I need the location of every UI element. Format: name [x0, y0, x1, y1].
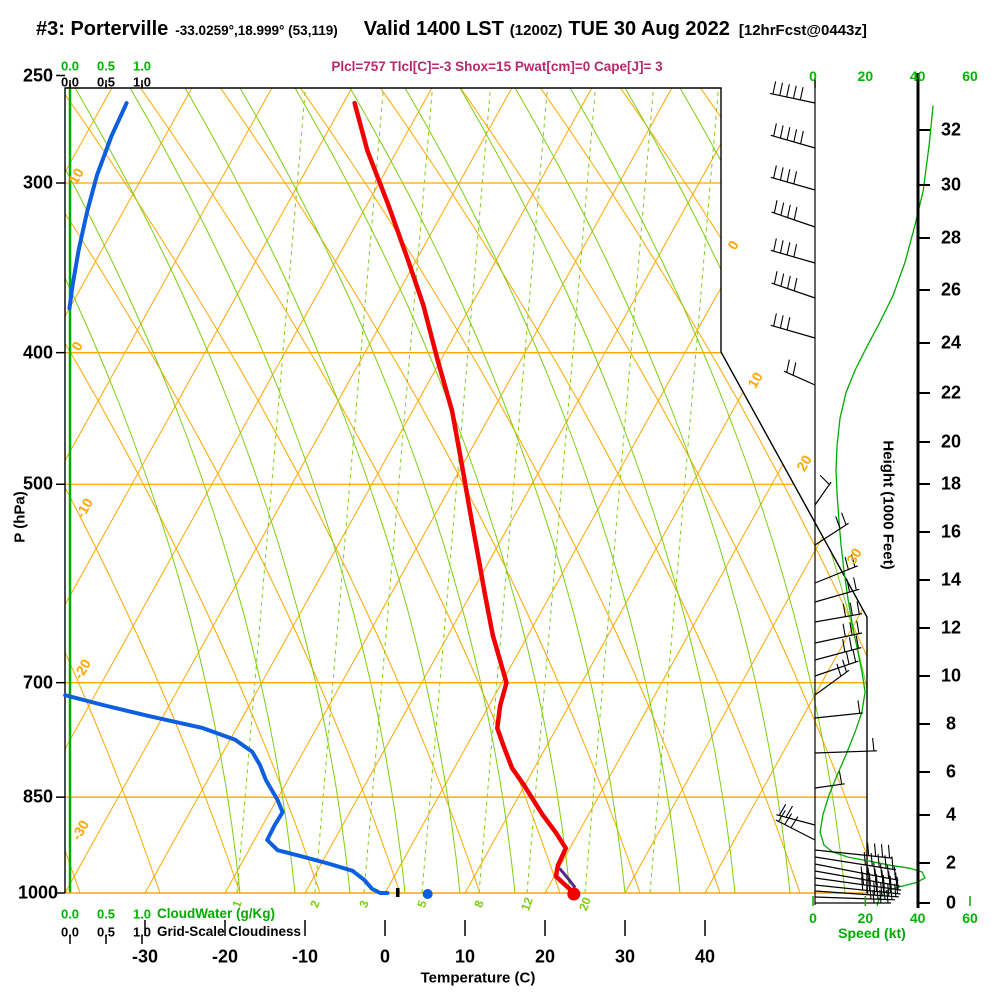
- station-title: #3: Porterville: [36, 18, 169, 40]
- height-tick-label: 2: [945, 852, 957, 873]
- height-tick-label: 10: [940, 665, 962, 686]
- speed-tick-label-bottom: 40: [909, 910, 926, 926]
- height-tick-label: 18: [940, 473, 962, 494]
- cloudwater-scale-top: 1.0: [132, 58, 152, 74]
- cloudiness-scale-top: 0.0: [60, 74, 80, 90]
- height-tick-label: 12: [940, 617, 962, 638]
- height-axis-title: Height (1000 Feet): [879, 440, 897, 570]
- temperature-tick-label: 40: [694, 946, 716, 967]
- cloudwater-scale-bottom: 1.0: [132, 906, 152, 922]
- cloudiness-scale-top: 0.5: [96, 74, 116, 90]
- speed-tick-label-bottom: 20: [857, 910, 874, 926]
- height-axis: [916, 73, 930, 908]
- wind-barbs: [769, 81, 902, 904]
- valid-time-utc: (1200Z): [509, 22, 563, 39]
- pressure-tick-label: 850: [22, 786, 54, 807]
- cloudwater-scale-bottom: 0.5: [96, 906, 116, 922]
- temperature-tick-label: 20: [534, 946, 556, 967]
- station-coordinates: -33.0259°,18.999° (53,119): [175, 23, 338, 38]
- speed-tick-label-top: 0: [809, 68, 817, 84]
- speed-tick-label-top: 20: [857, 68, 874, 84]
- grid-mixing-ratio-lines: [236, 88, 719, 893]
- valid-date: TUE 30 Aug 2022: [568, 18, 730, 40]
- height-tick-label: 22: [940, 382, 962, 403]
- cloudiness-scale-top: 1.0: [132, 74, 152, 90]
- height-tick-label: 0: [945, 892, 957, 913]
- temperature-tick-label: -10: [291, 946, 319, 967]
- surface-temp-dot: [567, 887, 581, 901]
- temperature-tick-label: 10: [454, 946, 476, 967]
- axis-tick-marks: [56, 74, 971, 944]
- temperature-tick-label: -20: [211, 946, 239, 967]
- wind-speed-profile: [819, 105, 934, 906]
- height-tick-label: 14: [940, 569, 962, 590]
- cloudiness-axis-title: Grid-Scale Cloudiness: [157, 924, 302, 939]
- plot-area: [65, 88, 867, 893]
- sounding-indices-line: Plcl=757 Tlcl[C]=-3 Shox=15 Pwat[cm]=0 C…: [331, 59, 663, 74]
- pressure-tick-label: 250: [22, 65, 54, 85]
- height-tick-label: 6: [945, 761, 957, 782]
- temperature-curve: [352, 100, 577, 896]
- temperature-tick-label: 0: [379, 946, 391, 967]
- valid-time: Valid 1400 LST: [363, 18, 504, 40]
- grid-isotherms: [65, 88, 867, 893]
- height-tick-label: 30: [940, 174, 962, 195]
- temperature-axis-title: Temperature (C): [420, 969, 536, 987]
- speed-tick-label-top: 60: [962, 68, 978, 84]
- cloudwater-scale-top: 0.0: [60, 58, 80, 74]
- cloudiness-scale-bottom: 1.0: [132, 924, 152, 940]
- speed-axis-title: Speed (kt): [838, 925, 906, 941]
- height-tick-label: 20: [940, 431, 962, 452]
- temperature-tick-label: -30: [131, 946, 159, 967]
- pressure-tick-label: 1000: [17, 882, 59, 903]
- title-row: #3: Porterville -33.0259°,18.999° (53,11…: [36, 18, 867, 41]
- height-tick-label: 32: [940, 119, 962, 140]
- cloudiness-scale-bottom: 0.0: [60, 924, 80, 940]
- forecast-tag: [12hrFcst@0443z]: [738, 22, 867, 39]
- pressure-tick-label: 400: [22, 342, 54, 363]
- height-tick-label: 8: [945, 713, 957, 734]
- cloudwater-scale-bottom: 0.0: [60, 906, 80, 922]
- cloudwater-scale-top: 0.5: [96, 58, 116, 74]
- grid-dry-adiabats: [65, 88, 867, 893]
- height-tick-label: 16: [940, 521, 962, 542]
- speed-tick-label-bottom: 60: [962, 910, 978, 926]
- height-tick-label: 28: [940, 227, 962, 248]
- pressure-tick-label: 500: [22, 473, 54, 494]
- speed-tick-label-top: 40: [909, 68, 926, 84]
- parcel-segment: [558, 867, 577, 889]
- speed-tick-label-bottom: 0: [809, 910, 817, 926]
- height-tick-label: 4: [945, 804, 957, 825]
- temperature-tick-label: 30: [614, 946, 636, 967]
- surface-dewpoint-dot: [422, 889, 433, 899]
- cloudiness-scale-bottom: 0.5: [96, 924, 116, 940]
- height-tick-label: 26: [940, 279, 962, 300]
- pressure-tick-label: 300: [22, 172, 54, 193]
- plot-border: [64, 87, 868, 894]
- pressure-axis-title: P (hPa): [11, 491, 29, 543]
- cloudwater-axis-title: CloudWater (g/Kg): [157, 906, 275, 921]
- height-tick-label: 24: [940, 332, 962, 353]
- surface-marker-tick: [396, 888, 400, 897]
- pressure-tick-label: 700: [22, 672, 54, 693]
- grid-moist-adiabats: [65, 88, 867, 893]
- dewpoint-curve: [63, 101, 390, 895]
